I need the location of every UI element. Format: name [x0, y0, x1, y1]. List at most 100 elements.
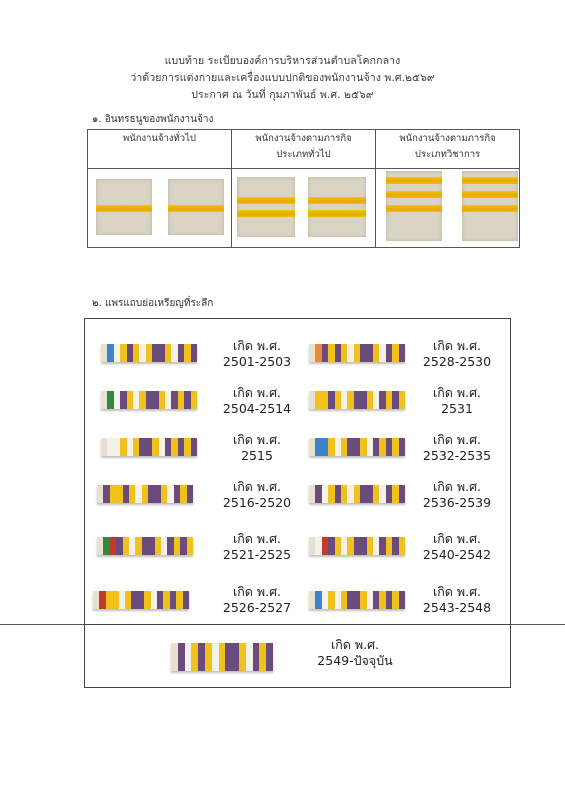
ribbon-stripe — [392, 485, 399, 503]
ribbon-stripe — [366, 591, 374, 609]
ribbon-stripe — [184, 391, 191, 409]
ribbon-stripe — [186, 537, 194, 555]
ribbon-stripe — [321, 485, 329, 503]
ribbon-stripe — [398, 485, 406, 503]
ribbon-stripe — [139, 438, 146, 456]
ribbon-stripe — [266, 643, 273, 671]
ribbon-stripe — [107, 344, 114, 362]
ribbon-stripe — [120, 391, 127, 409]
ribbon-stripe — [157, 591, 164, 609]
ribbon-stripe — [347, 391, 354, 409]
ribbon-stripe — [101, 438, 108, 456]
ribbon-stripe — [190, 438, 198, 456]
ribbon-stripe — [315, 438, 322, 456]
ribbon-label-line-1: เกิด พ.ศ. — [232, 338, 282, 353]
ribbon-stripe — [161, 485, 168, 503]
ribbon-stripe — [158, 344, 166, 362]
ribbon-stripe — [167, 485, 174, 503]
insignia-header-2-line-1: พนักงานจ้างตามภารกิจ — [255, 133, 352, 144]
insignia-cell-mission-general — [231, 168, 376, 248]
ribbon-stripe — [105, 591, 113, 609]
ribbon-2515 — [101, 438, 198, 456]
ribbon-stripe — [152, 344, 159, 362]
insignia-header-3-line-1: พนักงานจ้างตามภารกิจ — [399, 133, 496, 144]
ribbon-2526-2527 — [93, 591, 190, 609]
ribbon-stripe — [211, 643, 219, 671]
ribbon-stripe — [347, 438, 354, 456]
ribbon-stripe — [392, 537, 399, 555]
ribbon-stripe — [103, 537, 110, 555]
gold-stripe — [237, 197, 295, 204]
ribbon-stripe — [398, 537, 406, 555]
ribbon-stripe — [129, 485, 136, 503]
ribbon-stripe — [173, 537, 181, 555]
ribbon-stripe — [152, 391, 159, 409]
ribbon-stripe — [180, 485, 187, 503]
ribbon-stripe — [173, 485, 181, 503]
section-1-title: ๑. อินทรธนูของพนักงานจ้าง — [92, 114, 214, 125]
ribbon-stripe — [238, 643, 246, 671]
ribbon-stripe — [218, 643, 226, 671]
ribbon-stripe — [315, 344, 322, 362]
ribbon-stripe — [321, 591, 329, 609]
gold-stripe — [462, 177, 518, 184]
ribbon-stripe — [177, 438, 185, 456]
ribbon-stripe — [158, 391, 166, 409]
ribbon-stripe — [373, 391, 380, 409]
ribbon-stripe — [259, 643, 267, 671]
ribbon-stripe — [184, 643, 192, 671]
ribbon-stripe — [347, 344, 354, 362]
ribbon-stripe — [198, 643, 205, 671]
ribbon-stripe — [122, 485, 130, 503]
ribbon-label-2540-2542: เกิด พ.ศ. 2540-2542 — [407, 531, 507, 563]
ribbon-stripe — [366, 391, 374, 409]
ribbon-stripe — [309, 344, 316, 362]
ribbon-stripe — [190, 391, 198, 409]
ribbon-stripe — [116, 485, 123, 503]
ribbon-stripe — [315, 485, 322, 503]
ribbon-stripe — [232, 643, 239, 671]
ribbon-stripe — [139, 344, 146, 362]
ribbon-stripe — [321, 391, 329, 409]
ribbon-stripe — [392, 344, 399, 362]
insignia-header-3-line-2: ประเภทวิชาการ — [414, 149, 481, 160]
insignia-header-2-line-2: ประเภททั่วไป — [276, 149, 331, 160]
ribbon-label-line-2: 2536-2539 — [422, 495, 492, 510]
ribbon-stripe — [373, 591, 380, 609]
ribbon-stripe — [171, 643, 178, 671]
ribbon-stripe — [373, 438, 380, 456]
ribbon-stripe — [144, 591, 151, 609]
ribbon-table: เกิด พ.ศ. 2501-2503 เกิด พ.ศ. 2504-2514 … — [84, 318, 511, 688]
ribbon-label-2549-present: เกิด พ.ศ. 2549-ปัจจุบัน — [295, 637, 415, 669]
ribbon-stripe — [133, 344, 140, 362]
ribbon-stripe — [99, 591, 106, 609]
ribbon-stripe — [109, 485, 117, 503]
gold-stripe — [96, 205, 152, 212]
ribbon-stripe — [341, 344, 348, 362]
ribbon-stripe — [309, 591, 316, 609]
ribbon-label-line-2: 2515 — [241, 448, 273, 463]
ribbon-stripe — [191, 643, 199, 671]
ribbon-stripe — [145, 438, 153, 456]
ribbon-stripe — [366, 485, 374, 503]
ribbon-stripe — [392, 438, 399, 456]
ribbon-stripe — [385, 391, 393, 409]
ribbon-2504-2514 — [101, 391, 198, 409]
ribbon-stripe — [225, 643, 233, 671]
ribbon-stripe — [385, 485, 393, 503]
ribbon-stripe — [148, 537, 155, 555]
ribbon-label-line-1: เกิด พ.ศ. — [232, 584, 282, 599]
ribbon-stripe — [347, 537, 354, 555]
ribbon-2516-2520 — [97, 485, 194, 503]
ribbon-table-divider — [85, 624, 510, 625]
ribbon-label-line-2: 2504-2514 — [222, 401, 292, 416]
ribbon-stripe — [113, 344, 121, 362]
ribbon-stripe — [353, 591, 361, 609]
gold-stripe — [462, 205, 518, 212]
ribbon-stripe — [353, 537, 361, 555]
ribbon-stripe — [334, 591, 342, 609]
ribbon-stripe — [398, 591, 406, 609]
ribbon-stripe — [116, 537, 123, 555]
ribbon-stripe — [103, 485, 110, 503]
ribbon-stripe — [184, 438, 191, 456]
